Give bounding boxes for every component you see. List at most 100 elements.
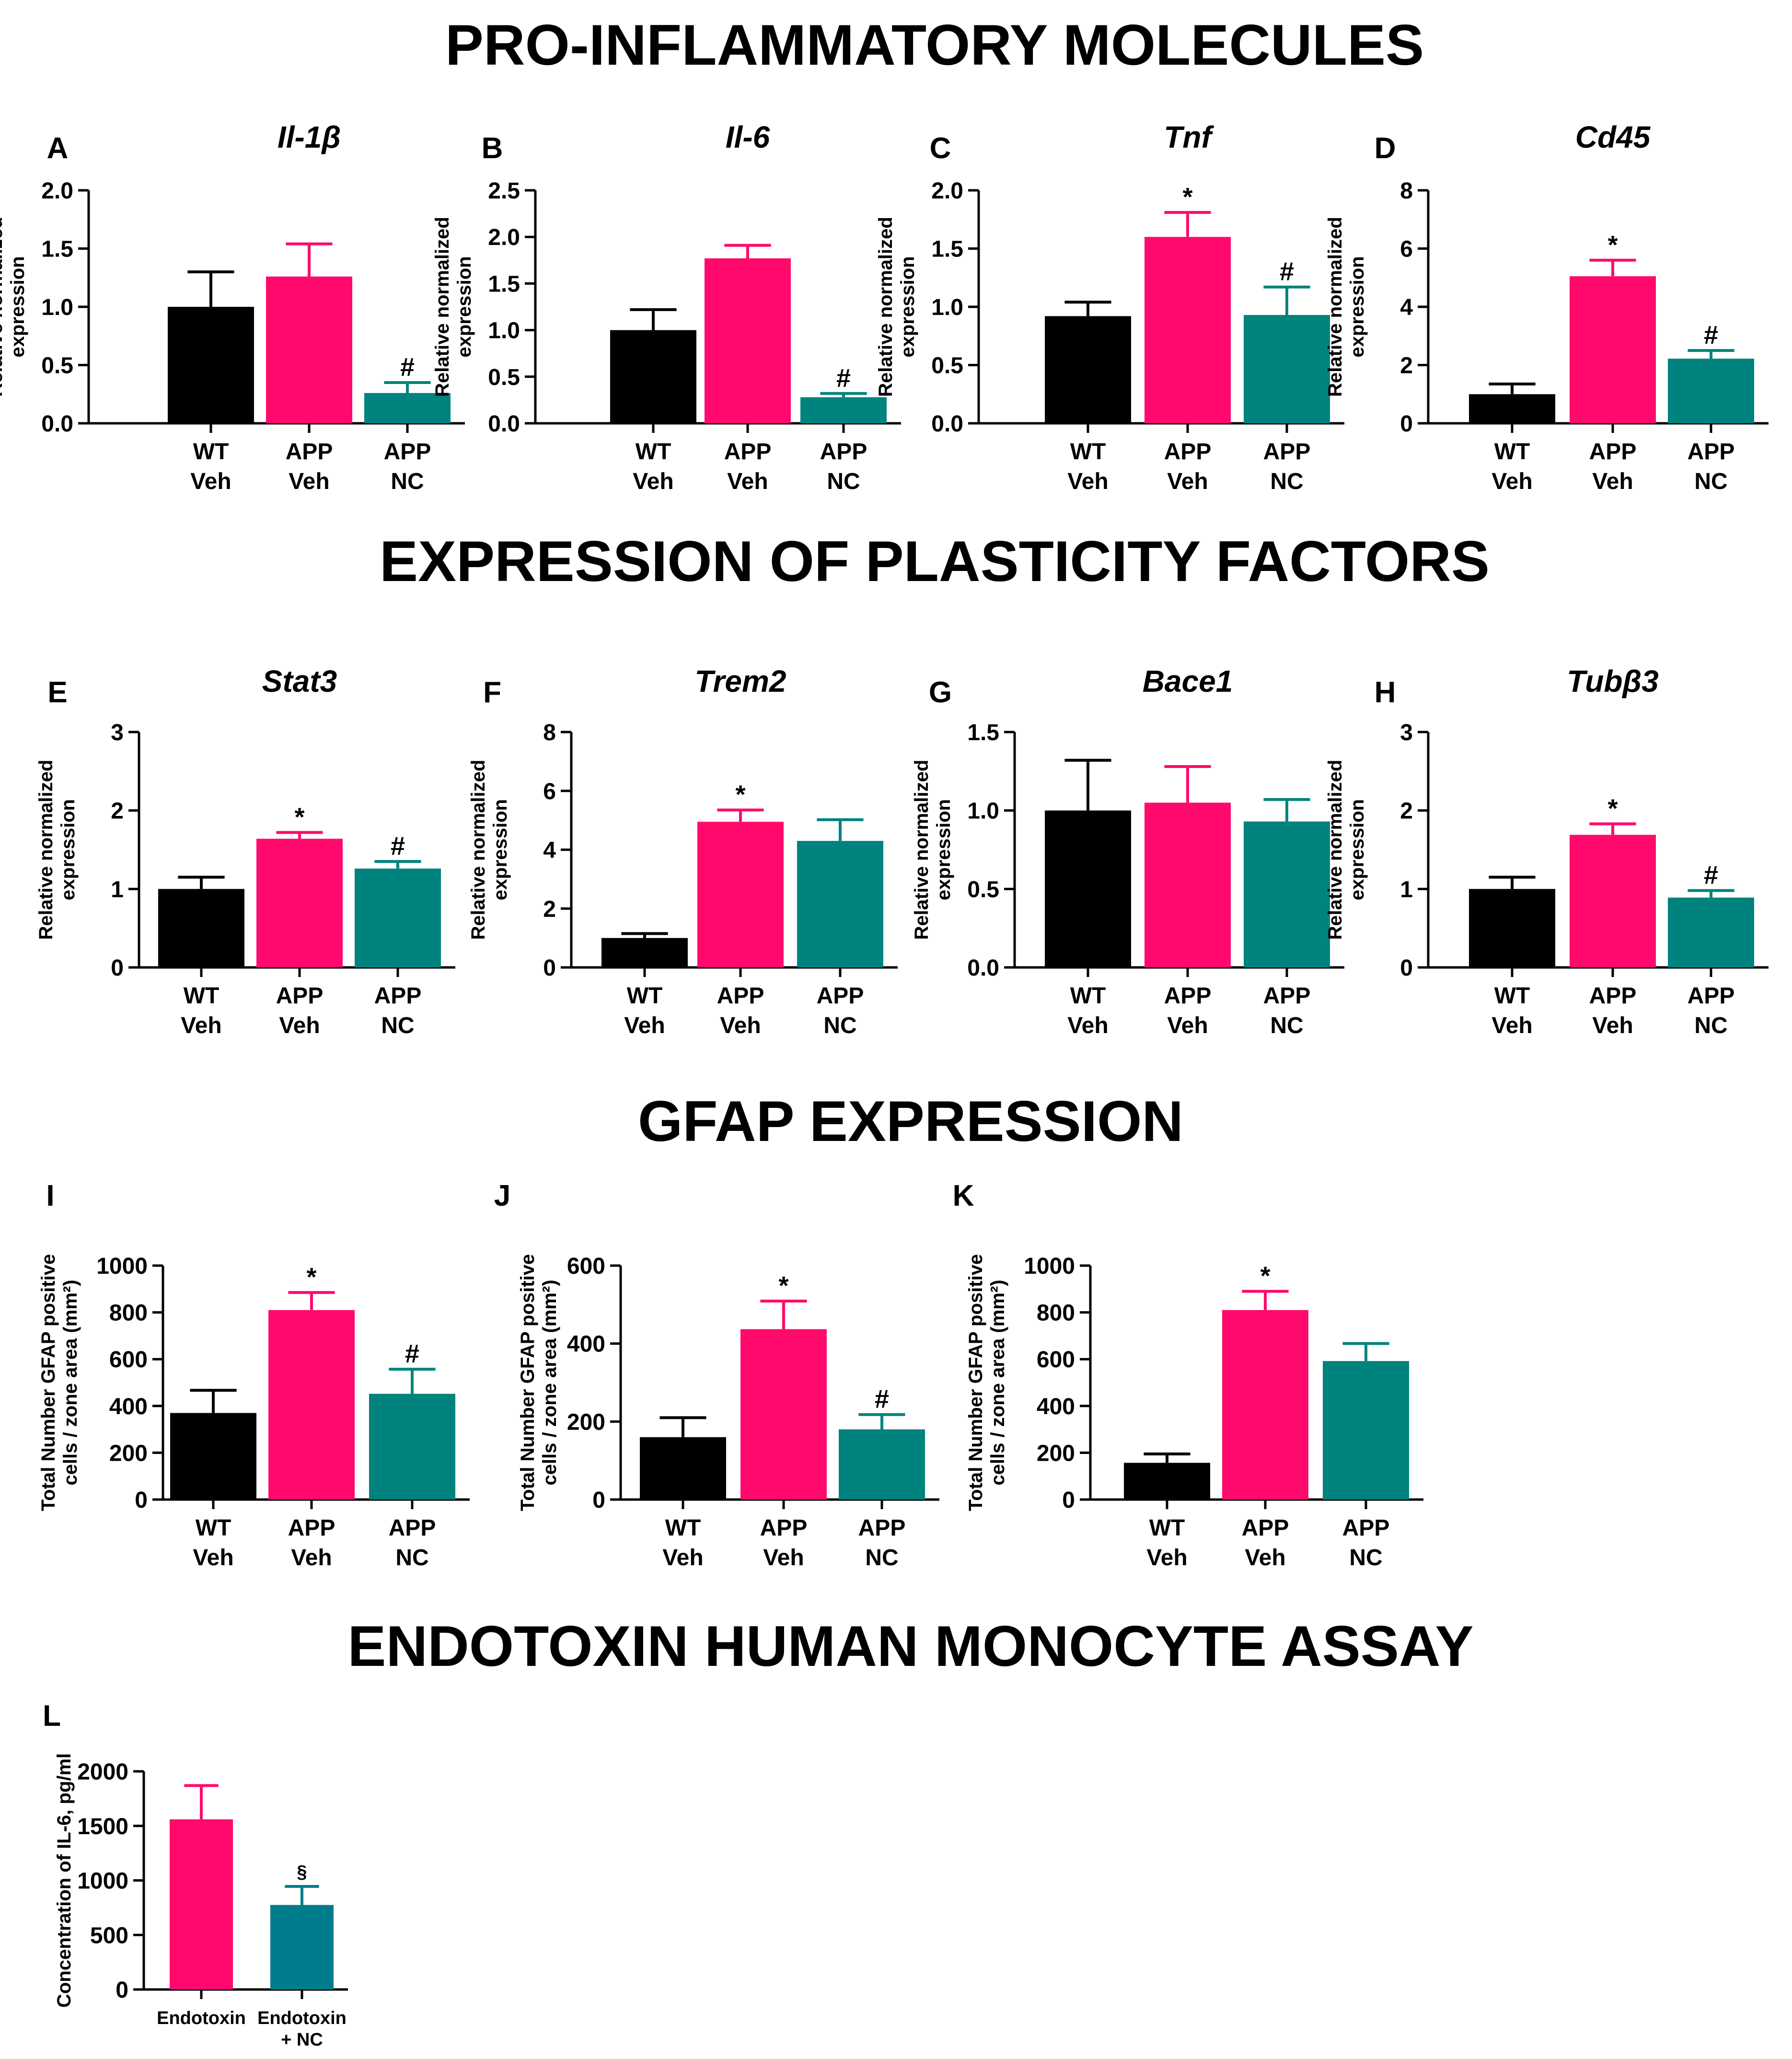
category-label: WT: [665, 1515, 701, 1541]
category-label: Veh: [279, 1013, 320, 1038]
significance-marker: #: [836, 364, 851, 393]
y-tick-label: 1.0: [967, 799, 999, 824]
panel-letter: H: [1375, 676, 1396, 709]
category-label: NC: [865, 1545, 898, 1570]
chart-D: D Cd45 0 2 4 6 8 Relative normalized expression W…: [1325, 120, 1769, 494]
y-tick-label: 2: [1400, 353, 1413, 379]
category-label: APP: [1263, 439, 1311, 465]
y-tick-label: 6: [543, 779, 556, 804]
significance-marker: *: [306, 1263, 316, 1291]
significance-marker: #: [391, 832, 405, 861]
y-tick-label: 1.5: [931, 237, 963, 262]
category-label: WT: [1494, 983, 1530, 1009]
category-label: APP: [820, 439, 867, 465]
category-label: WT: [196, 1515, 231, 1541]
panel-title: Il-6: [726, 120, 770, 154]
y-tick-label: 0.5: [931, 353, 963, 379]
y-axis-label: Relative normalized: [911, 760, 932, 940]
bar: [705, 258, 791, 423]
y-tick-label: 0.0: [967, 955, 999, 981]
y-axis-label: cells / zone area (mm²): [60, 1280, 81, 1485]
bar: [1244, 315, 1330, 423]
category-label: NC: [1270, 1013, 1303, 1038]
y-tick-label: 4: [1400, 295, 1413, 320]
y-tick-label: 6: [1400, 237, 1413, 262]
category-label: NC: [1694, 469, 1727, 494]
category-label: APP: [384, 439, 431, 465]
category-label: Veh: [624, 1013, 665, 1038]
category-label: + NC: [281, 2030, 323, 2050]
y-tick-label: 0: [1400, 411, 1413, 437]
category-label: APP: [724, 439, 772, 465]
bar: [1570, 835, 1656, 967]
category-label: Veh: [1491, 469, 1532, 494]
category-label: Veh: [720, 1013, 761, 1038]
chart-F: F Trem2 0 2 4 6 8 Relative normalized expression…: [468, 664, 898, 1038]
y-tick-label: 1000: [96, 1254, 148, 1279]
chart-I: I 0 200 400 600 800 1000 Total Number GFAP posi…: [38, 1179, 470, 1570]
significance-marker: #: [400, 353, 415, 382]
y-tick-label: 400: [567, 1332, 605, 1357]
y-tick-label: 200: [109, 1441, 148, 1466]
category-label: APP: [1164, 439, 1212, 465]
bar: [697, 822, 784, 967]
panel-letter: B: [482, 132, 503, 165]
y-tick-label: 400: [1037, 1394, 1075, 1419]
y-axis-label: expression: [490, 799, 511, 900]
bar: [839, 1429, 925, 1500]
panel-letter: A: [47, 132, 69, 165]
chart-A: A Il-1β 0.0 0.5 1.0 1.5 2.0 Relative normalized…: [0, 120, 465, 494]
category-label: APP: [374, 983, 422, 1009]
bar: [1124, 1463, 1210, 1500]
category-label: NC: [395, 1545, 428, 1570]
y-tick-label: 500: [90, 1923, 128, 1948]
category-label: Veh: [1245, 1545, 1285, 1570]
y-tick-label: 3: [1400, 720, 1413, 745]
y-tick-label: 600: [1037, 1347, 1075, 1373]
y-tick-label: 2.0: [41, 178, 73, 204]
chart-H: H Tubβ3 0 1 2 3 Relative normalized expression W…: [1325, 664, 1769, 1038]
y-tick-label: 1.5: [488, 271, 520, 297]
y-tick-label: 0.5: [967, 877, 999, 902]
y-axis-label: expression: [454, 256, 475, 357]
category-label: Veh: [763, 1545, 804, 1570]
y-axis-label: Relative normalized: [35, 760, 57, 940]
section-title-plasticity: EXPRESSION OF PLASTICITY FACTORS: [380, 529, 1490, 593]
y-axis-label: expression: [7, 256, 28, 357]
significance-marker: #: [1704, 861, 1718, 890]
bar: [1045, 316, 1131, 423]
category-label: NC: [827, 469, 860, 494]
panel-letter: G: [929, 676, 952, 709]
y-axis-label: Total Number GFAP positive: [965, 1254, 986, 1511]
panel-title: Cd45: [1575, 120, 1651, 154]
category-label: APP: [858, 1515, 906, 1541]
y-axis-label: Relative normalized: [0, 217, 6, 397]
category-label: Veh: [1592, 1013, 1633, 1038]
y-axis-label: cells / zone area (mm²): [987, 1280, 1008, 1485]
bar: [1469, 394, 1555, 423]
bar: [1145, 237, 1231, 423]
category-label: APP: [1263, 983, 1311, 1009]
panel-letter: J: [494, 1179, 510, 1212]
significance-marker: *: [1260, 1262, 1270, 1291]
y-tick-label: 1000: [1024, 1254, 1075, 1279]
y-tick-label: 8: [1400, 178, 1413, 204]
category-label: APP: [1242, 1515, 1289, 1541]
category-label: Endotoxin: [157, 2008, 246, 2028]
significance-marker: *: [735, 780, 745, 809]
bar: [1145, 803, 1231, 967]
bar: [1469, 889, 1555, 967]
category-label: Veh: [1067, 469, 1108, 494]
y-tick-label: 200: [1037, 1441, 1075, 1466]
bar: [168, 307, 254, 423]
category-label: Veh: [181, 1013, 221, 1038]
y-tick-label: 800: [1037, 1301, 1075, 1326]
y-tick-label: 2: [111, 799, 124, 824]
y-tick-label: 1.0: [488, 318, 520, 344]
category-label: APP: [760, 1515, 808, 1541]
panel-title: Il-1β: [277, 120, 341, 154]
y-tick-label: 200: [567, 1409, 605, 1435]
category-label: NC: [1349, 1545, 1382, 1570]
